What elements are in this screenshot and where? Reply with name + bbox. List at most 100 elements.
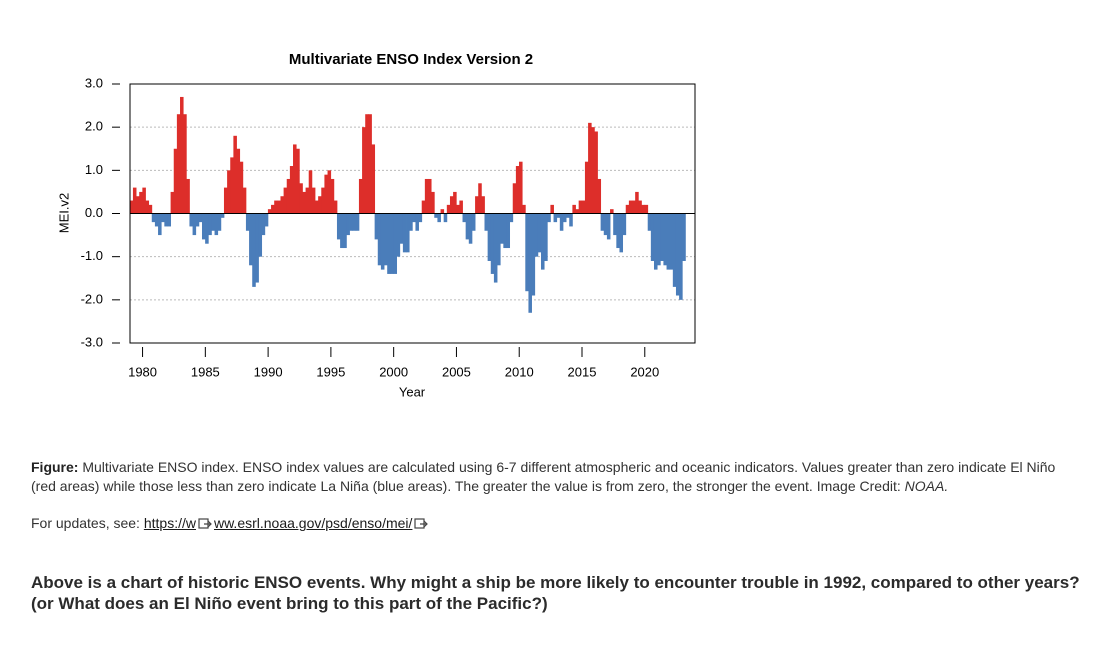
bar	[409, 213, 413, 231]
plot-frame	[129, 83, 696, 344]
bar	[459, 200, 463, 214]
bar	[525, 213, 529, 292]
bar	[657, 213, 661, 266]
bar	[443, 213, 448, 223]
bar	[236, 148, 241, 214]
bar	[258, 213, 263, 257]
y-tick-label: -1.0	[81, 248, 103, 263]
bar	[355, 213, 360, 231]
bar	[660, 213, 664, 261]
bar	[547, 213, 551, 223]
bar	[318, 196, 322, 214]
caption-text: Multivariate ENSO index. ENSO index valu…	[31, 459, 1056, 494]
bar	[515, 166, 520, 214]
bar	[170, 191, 175, 214]
bar	[261, 213, 266, 236]
bar	[217, 213, 222, 231]
bar	[132, 187, 137, 214]
bar	[522, 204, 526, 214]
bar	[267, 209, 272, 214]
bar	[380, 213, 385, 270]
bar	[490, 213, 495, 274]
bar	[164, 213, 168, 227]
bar	[594, 131, 598, 214]
bar	[597, 178, 602, 214]
bar	[308, 170, 313, 214]
bar	[139, 191, 143, 214]
bar	[161, 213, 165, 223]
bar	[487, 213, 492, 261]
bar	[349, 213, 354, 231]
bar	[399, 213, 404, 244]
bar	[227, 170, 231, 214]
x-tick-label: 2020	[630, 364, 659, 379]
bar	[509, 213, 514, 223]
bar	[402, 213, 407, 253]
bar	[302, 191, 306, 214]
bar	[211, 213, 215, 231]
bar	[336, 213, 341, 240]
bar	[343, 213, 347, 249]
bar	[412, 213, 416, 223]
bar	[584, 161, 589, 214]
bar	[682, 213, 686, 261]
bar	[239, 161, 244, 214]
bar	[421, 200, 426, 214]
bar	[277, 200, 281, 214]
caption-label: Figure:	[31, 459, 79, 475]
bar	[327, 170, 332, 214]
bar	[418, 213, 423, 223]
x-tick-label: 2005	[442, 364, 471, 379]
bar	[650, 213, 655, 261]
bar	[484, 213, 489, 231]
bar	[415, 213, 419, 231]
bar	[540, 213, 545, 270]
bar	[286, 178, 291, 214]
bar	[271, 204, 275, 214]
link-part[interactable]: ww.esrl.noaa.gov/psd/enso/mei/	[213, 515, 413, 531]
bar	[619, 213, 624, 253]
updates-text: For updates, see:	[31, 515, 140, 531]
bar	[148, 204, 153, 214]
bar	[537, 213, 542, 253]
external-icon	[414, 518, 429, 529]
bar	[506, 213, 511, 249]
bar	[553, 213, 558, 223]
bar	[129, 200, 134, 214]
bar	[675, 213, 680, 296]
bar	[581, 200, 586, 214]
bar	[283, 187, 288, 214]
bar	[431, 191, 435, 214]
figure-caption: Figure: Multivariate ENSO index. ENSO in…	[31, 458, 1071, 496]
bar	[293, 144, 297, 214]
bar	[440, 209, 445, 214]
bar	[465, 213, 470, 240]
bar	[151, 213, 156, 223]
bar	[299, 183, 303, 214]
y-tick-label: -3.0	[81, 334, 103, 349]
caption-credit: NOAA.	[904, 478, 949, 494]
bar	[591, 127, 595, 214]
bar	[500, 213, 504, 244]
bar	[446, 204, 451, 214]
bar	[183, 114, 187, 214]
bar	[167, 213, 172, 227]
bar	[377, 213, 382, 266]
bar	[365, 114, 369, 214]
bar	[628, 200, 633, 214]
bar	[572, 204, 576, 214]
bar	[154, 213, 159, 227]
bar	[528, 213, 532, 313]
bar	[475, 196, 479, 214]
x-tick-label: 1980	[128, 364, 157, 379]
bar	[600, 213, 605, 231]
bar	[180, 96, 184, 214]
bar	[384, 213, 388, 266]
bar	[195, 213, 200, 227]
bar	[559, 213, 564, 231]
link-part[interactable]: https://w	[143, 515, 196, 531]
bar	[296, 148, 300, 214]
link[interactable]: https://w ww.esrl.noaa.gov/psd/enso/mei/	[144, 515, 413, 531]
y-tick-label: 2.0	[85, 119, 103, 134]
bar	[456, 204, 460, 214]
